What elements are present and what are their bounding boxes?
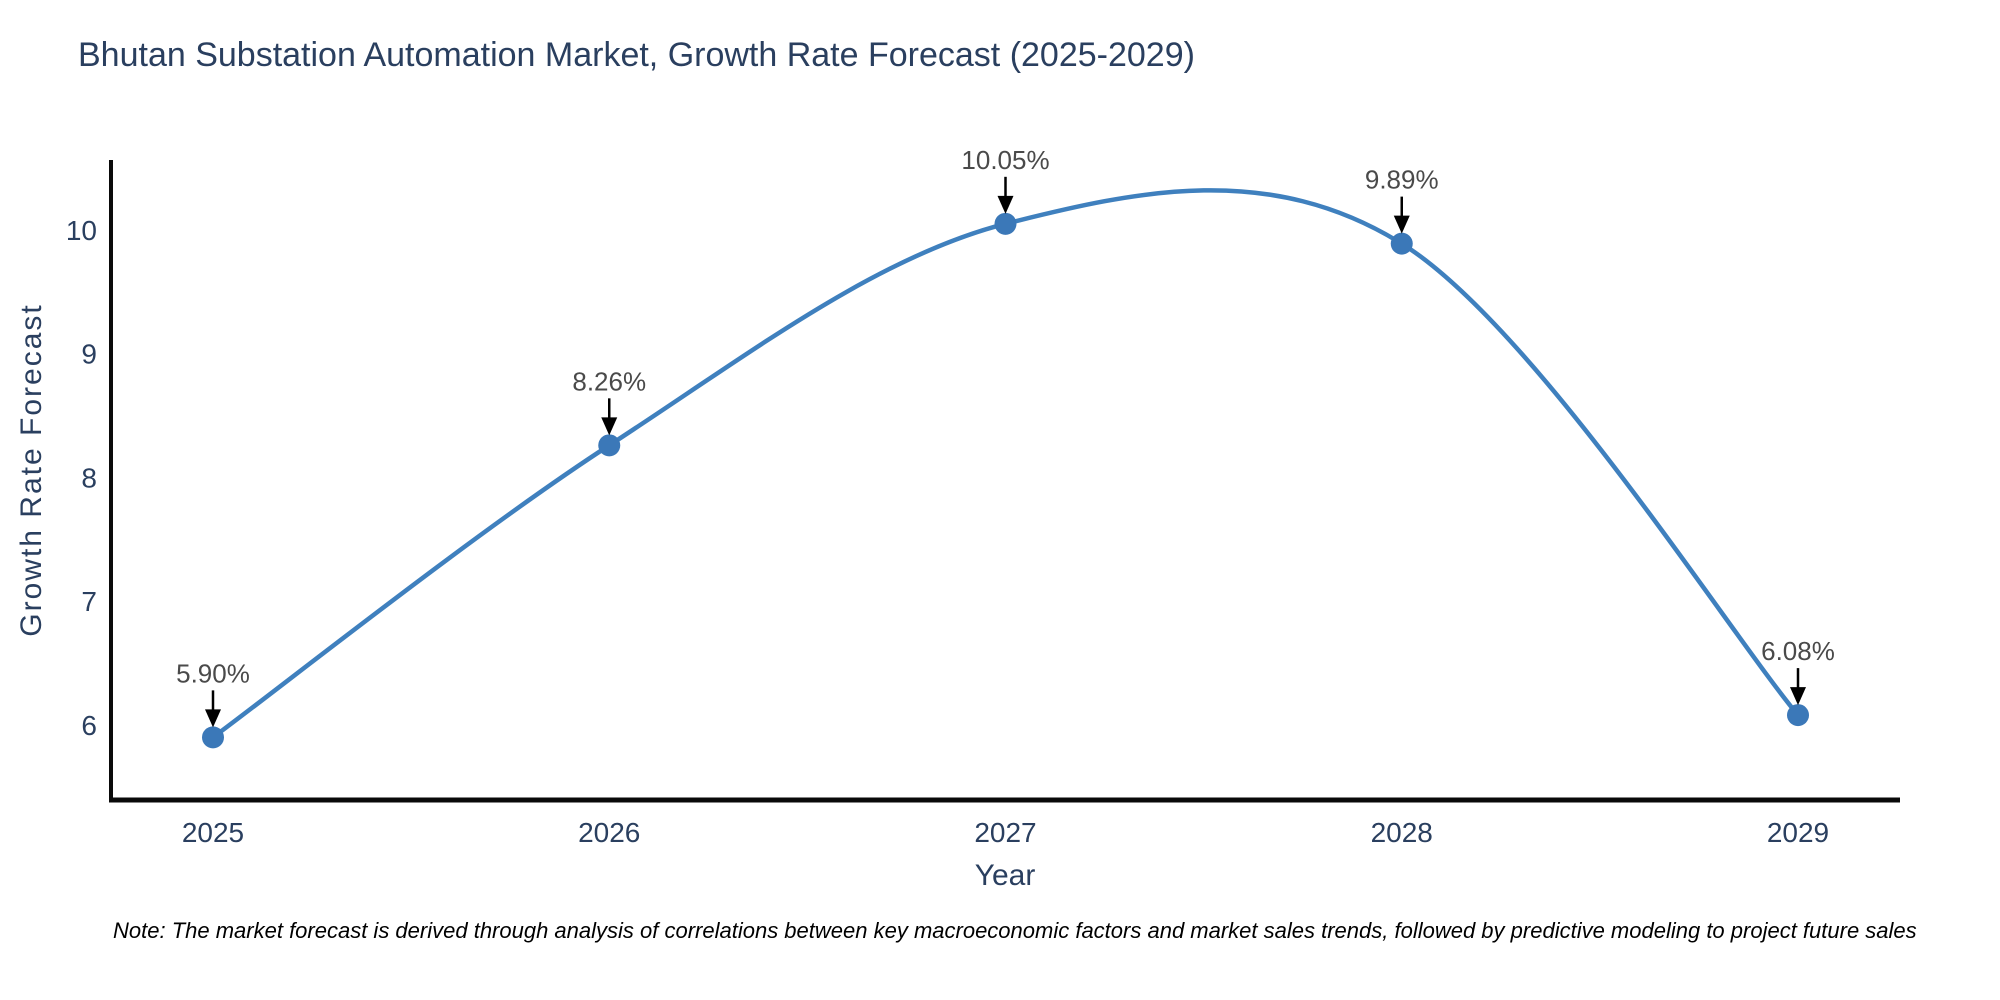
data-point-label: 9.89% (1365, 165, 1439, 195)
data-point-marker (1787, 704, 1809, 727)
forecast-line (210, 188, 1801, 740)
y-tick-label: 10 (66, 215, 97, 246)
data-point-label: 5.90% (176, 658, 250, 688)
y-tick-label: 7 (81, 586, 97, 617)
annotation-arrowhead-icon (1790, 687, 1806, 706)
data-point-marker (1390, 232, 1413, 255)
x-axis-title: Year (974, 859, 1036, 892)
x-tick-label: 2027 (974, 817, 1036, 848)
y-tick-label: 9 (81, 339, 97, 370)
x-tick-label: 2028 (1371, 817, 1433, 848)
chart-title: Bhutan Substation Automation Market, Gro… (78, 36, 1195, 74)
annotation-arrowhead-icon (1393, 215, 1410, 234)
y-tick-label: 6 (81, 710, 97, 741)
annotation-arrowhead-icon (997, 195, 1014, 214)
annotation-arrowhead-icon (601, 417, 618, 436)
data-point-marker (202, 726, 224, 749)
y-tick-label: 8 (81, 462, 97, 493)
annotation-arrowhead-icon (205, 709, 221, 728)
data-point-marker (598, 434, 621, 457)
x-tick-label: 2029 (1767, 817, 1829, 848)
x-tick-label: 2026 (578, 817, 640, 848)
x-tick-label: 2025 (182, 817, 244, 848)
data-point-label: 10.05% (961, 145, 1049, 175)
data-point-label: 8.26% (572, 366, 646, 396)
footnote: Note: The market forecast is derived thr… (113, 918, 1917, 943)
data-point-marker (994, 212, 1017, 235)
data-point-label: 6.08% (1761, 636, 1835, 666)
